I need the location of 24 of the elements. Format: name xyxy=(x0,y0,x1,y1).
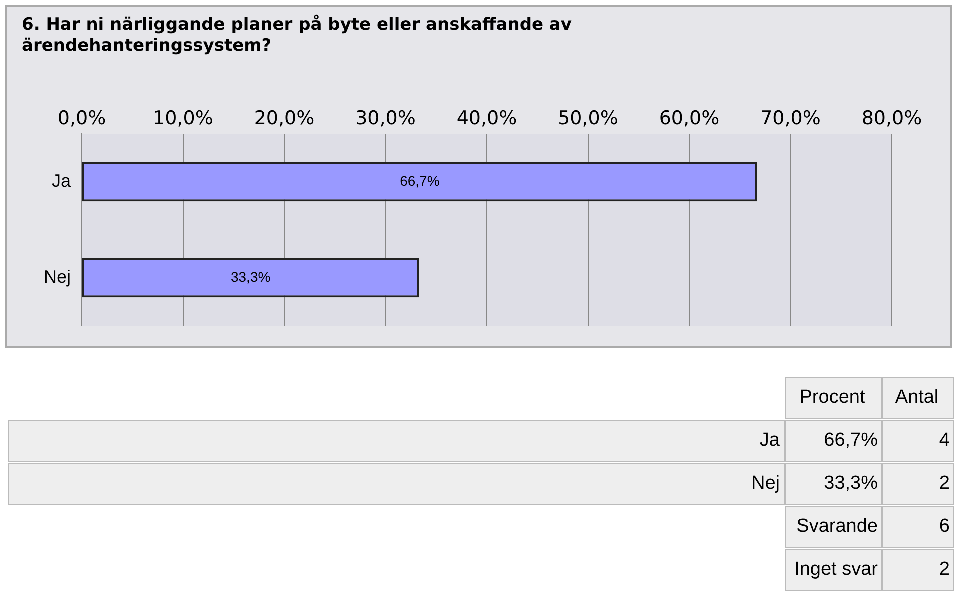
data-label: 66,7% xyxy=(400,172,440,189)
category-label: Ja xyxy=(760,430,780,451)
x-tick-label: 10,0% xyxy=(153,108,214,130)
x-tick-label: 70,0% xyxy=(760,108,821,130)
text: 4 xyxy=(938,430,950,452)
text: 6 xyxy=(938,516,950,538)
text: 33,3% xyxy=(824,473,878,494)
text: 66,7% xyxy=(824,430,878,451)
text: Procent xyxy=(798,387,866,409)
x-tick-label: 60,0% xyxy=(659,108,720,130)
x-tick-label: 80,0% xyxy=(862,108,922,130)
category-label: Nej xyxy=(751,473,780,494)
text: Svarande xyxy=(796,516,878,538)
x-tick-label: 40,0% xyxy=(456,108,518,130)
chart-title: 6. Har ni närliggande planer på byte eller anskaffande av ärendehanteringssystem? xyxy=(22,15,573,57)
data-label: 33,3% xyxy=(230,268,271,285)
x-tick-label: 30,0% xyxy=(356,108,416,130)
x-tick-label: 20,0% xyxy=(254,108,315,130)
x-tick-label: 50,0% xyxy=(558,108,618,130)
text: 2 xyxy=(938,559,950,581)
x-tick-label: 0,0% xyxy=(58,108,106,130)
text: Inget svar xyxy=(794,559,878,581)
text: Antal xyxy=(894,387,940,409)
text: 2 xyxy=(938,473,950,495)
